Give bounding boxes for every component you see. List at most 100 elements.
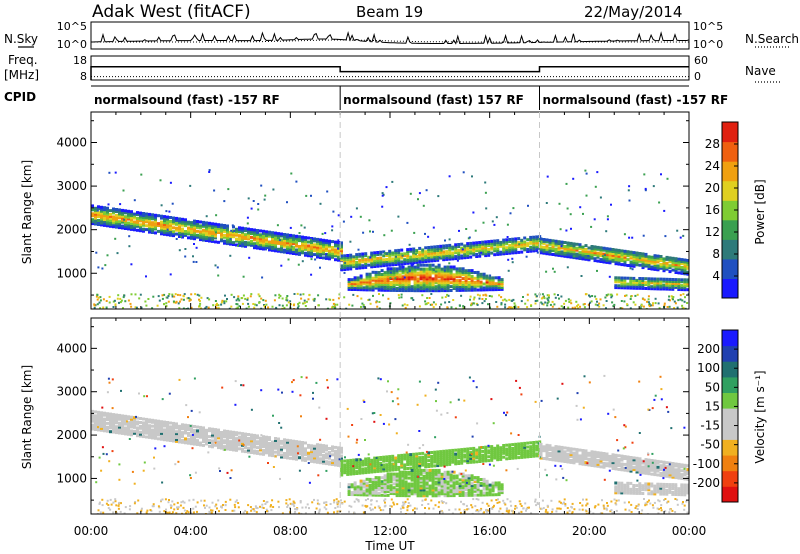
x-tick-2: 08:00 [273,524,308,538]
noise-tick-low: 10^0 [57,38,87,51]
velocity-colorbar-swatch-8 [722,361,738,378]
velocity-colorbar-tick-6: -100 [693,457,720,471]
power-y-tick-1000: 1000 [56,266,87,280]
power-panel: 1000 2000 3000 4000 [56,111,690,310]
power-colorbar-tick-2: 20 [705,181,720,195]
power-colorbar-tick-1: 24 [705,159,720,173]
vel-y-tick-4000: 4000 [56,341,87,355]
x-tick-4: 16:00 [472,524,507,538]
x-tick-1: 04:00 [173,524,208,538]
nave-tick-low: 0 [694,70,701,83]
velocity-colorbar-tick-1: 100 [697,361,720,375]
velocity-colorbar-swatch-6 [722,392,738,409]
power-colorbar-swatch-0 [722,278,738,299]
power-band-3 [539,237,689,276]
power-colorbar-swatch-1 [722,258,738,279]
power-colorbar-tick-0: 28 [705,137,720,151]
vel-band-4 [614,481,689,497]
nsearch-label: N.Search [745,32,799,46]
cpid-row: CPID normalsound (fast) -157 RF normalsou… [4,85,729,110]
noise-tick-low-right: 10^0 [693,38,723,51]
power-band-1 [340,235,542,272]
x-tick-6: 00:00 [672,524,707,538]
power-colorbar-tick-4: 12 [705,225,720,239]
velocity-y-axis-label: Slant Range [km] [20,365,34,469]
velocity-colorbar-tick-2: 50 [705,380,720,394]
velocity-colorbar-swatch-2 [722,455,738,472]
frequency-series [90,66,689,80]
freq-label: Freq. [8,53,38,67]
power-colorbar-swatch-7 [722,141,738,162]
nsky-label: N.Sky [4,32,38,46]
x-tick-3: 12:00 [373,524,408,538]
velocity-colorbar-swatch-10 [722,330,738,347]
freq-panel: 18 8 60 0 Freq. [MHz] Nave [4,53,780,83]
vel-band-1 [340,440,542,477]
power-y-tick-2000: 2000 [56,223,87,237]
velocity-colorbar-swatch-0 [722,486,738,503]
nave-label: Nave [745,64,776,78]
vel-band-3 [539,442,689,481]
vel-scatter [95,374,689,514]
power-colorbar-swatch-2 [722,239,738,260]
freq-tick-low: 8 [80,70,87,83]
power-band-4 [614,276,689,292]
power-y-tick-3000: 3000 [56,179,87,193]
noise-sky-series [91,31,690,45]
velocity-colorbar-swatch-7 [722,376,738,393]
velocity-colorbar-swatch-4 [722,423,738,440]
freq-tick-high: 18 [73,54,87,67]
vel-y-tick-3000: 3000 [56,385,87,399]
vel-y-tick-2000: 2000 [56,428,87,442]
velocity-colorbar-swatch-1 [722,470,738,487]
power-colorbar-tick-3: 16 [705,203,720,217]
x-axis-label: Time UT [364,539,415,553]
power-y-axis-label: Slant Range [km] [20,160,34,264]
freq-unit-label: [MHz] [4,68,39,82]
cpid-segment-2: normalsound (fast) -157 RF [543,93,729,107]
velocity-colorbar-swatch-5 [722,408,738,425]
velocity-colorbar-tick-5: -50 [700,438,720,452]
x-tick-0: 00:00 [74,524,109,538]
power-colorbar-tick-5: 8 [712,247,720,261]
velocity-colorbar: 200 100 50 15 -15 -50 -100 -200 [693,329,739,503]
velocity-colorbar-swatch-9 [722,345,738,362]
power-colorbar-swatch-8 [722,122,738,143]
noise-panel: 10^5 10^0 10^5 10^0 N.Sky N.Search [4,20,799,51]
power-colorbar-tick-6: 4 [712,269,720,283]
power-band-2 [347,263,504,293]
power-colorbar-swatch-6 [722,161,738,182]
power-colorbar-label: Power [dB] [753,179,767,244]
velocity-heatmap [91,374,689,514]
time-axis: 00:00 04:00 08:00 12:00 16:00 20:00 00:00 [74,112,707,538]
noise-tick-high: 10^5 [57,20,87,33]
noise-tick-high-right: 10^5 [693,20,723,33]
velocity-colorbar-label: Velocity [m s⁻¹] [753,370,767,463]
power-scatter [93,169,689,309]
cpid-label: CPID [4,90,36,104]
nave-tick-high: 60 [694,54,708,67]
cpid-segment-0: normalsound (fast) -157 RF [94,93,280,107]
velocity-panel: 1000 2000 3000 4000 [56,317,690,515]
power-colorbar: 28 24 20 16 12 8 4 [705,121,739,299]
power-heatmap [91,169,689,309]
power-colorbar-swatch-4 [722,200,738,221]
power-colorbar-swatch-5 [722,180,738,201]
date-label: 22/May/2014 [584,3,682,21]
noise-search-series [91,39,689,43]
power-y-tick-4000: 4000 [56,136,87,150]
velocity-colorbar-swatch-3 [722,439,738,456]
velocity-colorbar-tick-3: 15 [705,399,720,413]
vel-band-2 [347,468,504,498]
velocity-colorbar-tick-7: -200 [693,476,720,490]
beam-label: Beam 19 [356,3,423,21]
velocity-colorbar-tick-4: -15 [700,419,720,433]
x-tick-5: 20:00 [572,524,607,538]
velocity-colorbar-tick-0: 200 [697,342,720,356]
power-band-0 [91,204,343,263]
cpid-segment-1: normalsound (fast) 157 RF [343,93,524,107]
vel-y-tick-1000: 1000 [56,471,87,485]
station-title: Adak West (fitACF) [92,2,251,22]
power-colorbar-swatch-3 [722,219,738,240]
